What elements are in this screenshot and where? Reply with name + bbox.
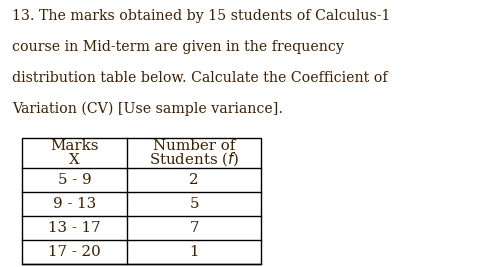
Text: 5 - 9: 5 - 9 [58, 173, 92, 187]
Text: 9 - 13: 9 - 13 [53, 197, 96, 211]
Text: Students ($\it{f}$): Students ($\it{f}$) [149, 151, 240, 168]
Text: X: X [69, 152, 80, 167]
Text: 5: 5 [189, 197, 199, 211]
Text: 2: 2 [189, 173, 199, 187]
Text: Number of: Number of [153, 139, 236, 153]
Text: Marks: Marks [50, 139, 99, 153]
Text: 13. The marks obtained by 15 students of Calculus-1: 13. The marks obtained by 15 students of… [12, 9, 391, 23]
Text: 13 - 17: 13 - 17 [48, 221, 101, 235]
Bar [22, 138, 261, 264]
Text: 1: 1 [189, 245, 199, 259]
Text: course in Mid-term are given in the frequency: course in Mid-term are given in the freq… [12, 40, 344, 54]
Text: distribution table below. Calculate the Coefficient of: distribution table below. Calculate the … [12, 71, 388, 85]
Text: 7: 7 [189, 221, 199, 235]
Text: 17 - 20: 17 - 20 [48, 245, 101, 259]
Text: Variation (CV) [Use sample variance].: Variation (CV) [Use sample variance]. [12, 101, 283, 116]
